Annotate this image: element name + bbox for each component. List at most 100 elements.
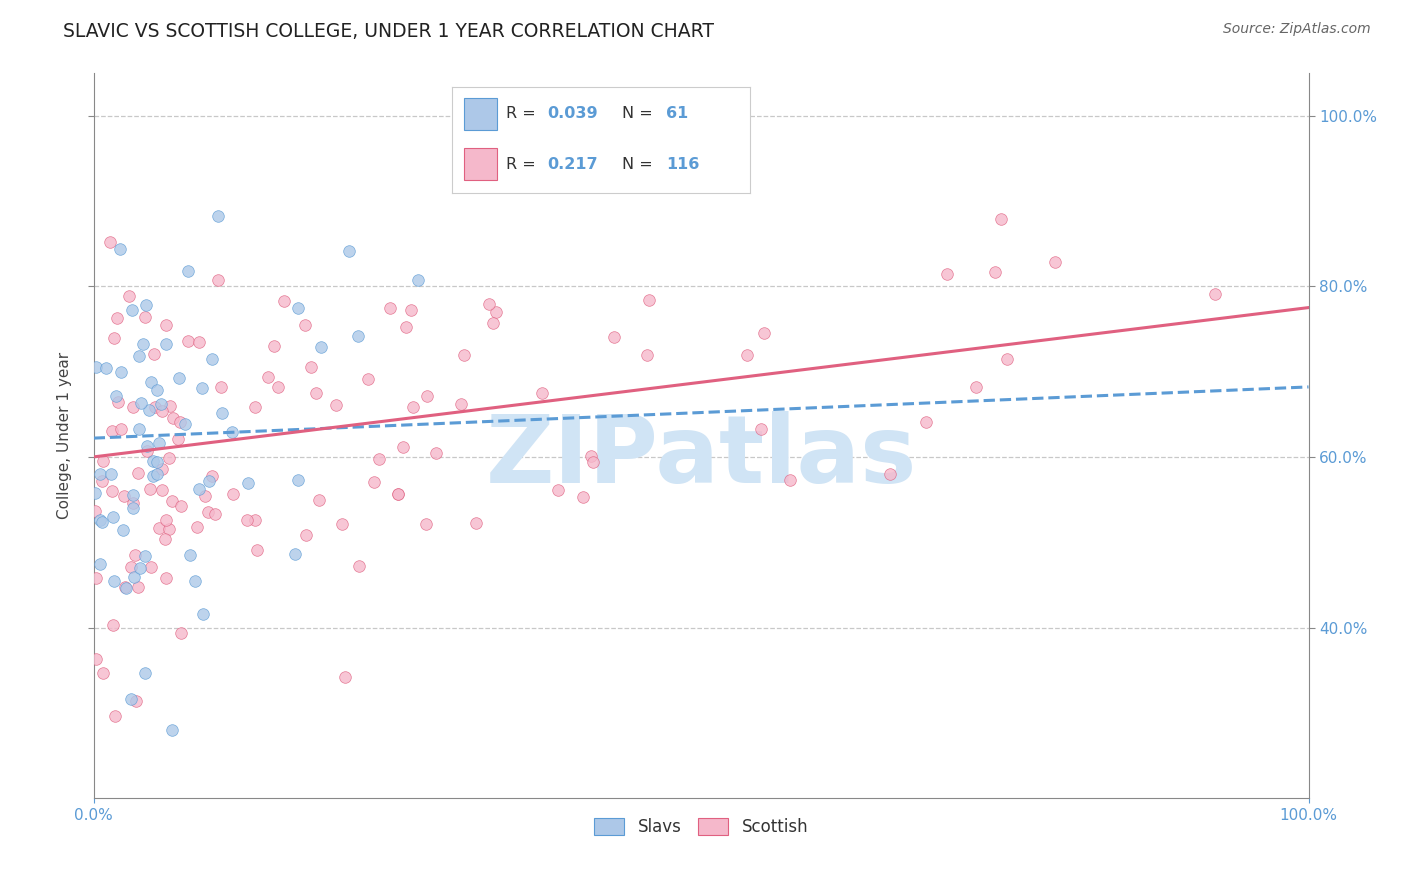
Point	[990, 211, 1012, 226]
Point	[127, 466, 149, 480]
Point	[997, 351, 1019, 366]
Point	[363, 475, 385, 489]
Point	[330, 516, 353, 531]
Point	[184, 574, 207, 589]
Point	[368, 451, 391, 466]
Point	[194, 489, 217, 503]
Point	[124, 693, 146, 707]
Point	[243, 400, 266, 414]
Point	[752, 326, 775, 341]
Point	[150, 483, 173, 497]
Point	[84, 652, 107, 666]
Point	[349, 559, 371, 574]
Point	[311, 340, 333, 354]
Point	[150, 397, 173, 411]
Point	[142, 454, 165, 468]
Point	[166, 432, 188, 446]
Point	[162, 411, 184, 425]
Point	[120, 692, 142, 706]
Point	[120, 559, 142, 574]
Point	[114, 580, 136, 594]
Point	[879, 467, 901, 481]
Point	[129, 395, 152, 409]
Point	[333, 670, 356, 684]
Point	[128, 422, 150, 436]
Point	[145, 383, 167, 397]
Point	[127, 580, 149, 594]
Point	[1204, 286, 1226, 301]
Point	[221, 425, 243, 440]
Point	[134, 549, 156, 563]
Point	[170, 625, 193, 640]
Point	[299, 360, 322, 375]
Point	[100, 424, 122, 438]
Point	[89, 557, 111, 571]
Point	[401, 303, 423, 318]
Point	[287, 301, 309, 315]
Point	[122, 496, 145, 510]
Point	[257, 370, 280, 384]
Point	[547, 483, 569, 498]
Point	[482, 316, 505, 330]
Point	[450, 397, 472, 411]
Point	[453, 348, 475, 362]
Point	[246, 542, 269, 557]
Point	[325, 398, 347, 412]
Point	[101, 484, 124, 499]
Point	[155, 318, 177, 332]
Point	[579, 449, 602, 463]
Point	[143, 401, 166, 415]
Point	[406, 273, 429, 287]
Point	[572, 490, 595, 504]
Point	[142, 347, 165, 361]
Point	[84, 504, 107, 518]
Point	[132, 336, 155, 351]
Point	[173, 417, 195, 431]
Point	[984, 265, 1007, 279]
Point	[124, 570, 146, 584]
Point	[735, 348, 758, 362]
Point	[347, 329, 370, 343]
Point	[636, 348, 658, 362]
Text: ZIPatlas: ZIPatlas	[485, 411, 917, 503]
Point	[267, 380, 290, 394]
Point	[415, 517, 437, 532]
Point	[89, 513, 111, 527]
Point	[103, 331, 125, 345]
Point	[139, 482, 162, 496]
Point	[304, 385, 326, 400]
Point	[221, 487, 243, 501]
Point	[207, 209, 229, 223]
Legend: Slavs, Scottish: Slavs, Scottish	[586, 809, 817, 844]
Point	[478, 297, 501, 311]
Point	[104, 709, 127, 723]
Point	[378, 301, 401, 316]
Point	[263, 339, 285, 353]
Point	[187, 334, 209, 349]
Point	[139, 376, 162, 390]
Point	[142, 469, 165, 483]
Point	[150, 462, 173, 476]
Point	[177, 264, 200, 278]
Point	[1043, 254, 1066, 268]
Point	[779, 474, 801, 488]
Point	[100, 467, 122, 481]
Point	[197, 474, 219, 488]
Point	[464, 516, 486, 530]
Point	[135, 298, 157, 312]
Point	[157, 450, 180, 465]
Point	[134, 666, 156, 681]
Point	[425, 445, 447, 459]
Point	[191, 607, 214, 621]
Point	[153, 532, 176, 546]
Point	[103, 509, 125, 524]
Point	[415, 389, 437, 403]
Point	[155, 513, 177, 527]
Point	[136, 439, 159, 453]
Point	[101, 618, 124, 632]
Point	[84, 571, 107, 585]
Point	[110, 422, 132, 436]
Point	[104, 389, 127, 403]
Point	[122, 487, 145, 501]
Point	[357, 372, 380, 386]
